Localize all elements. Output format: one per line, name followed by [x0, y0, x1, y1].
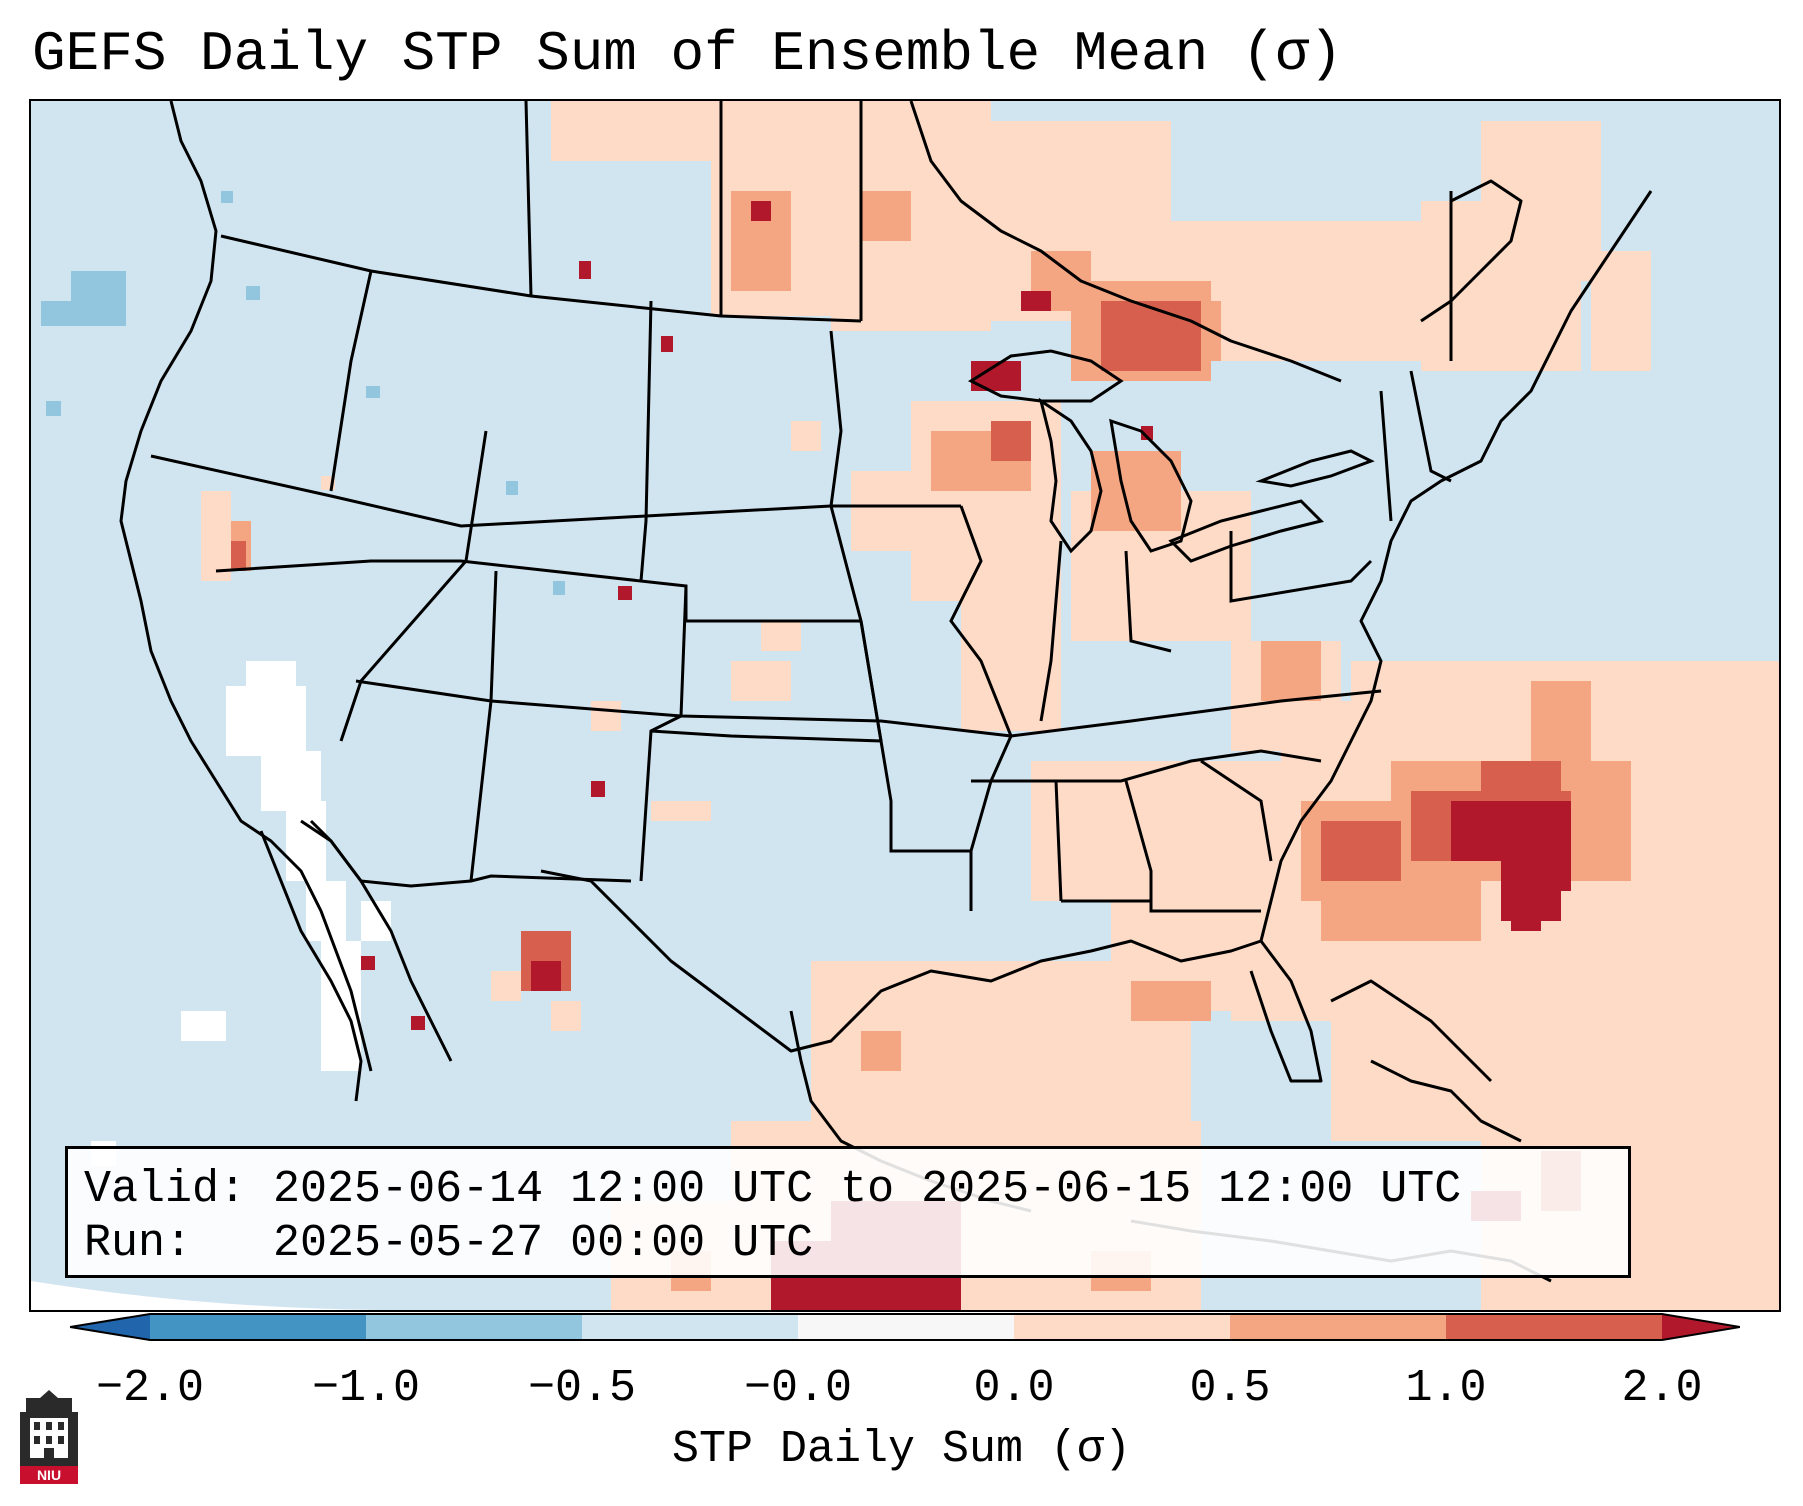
colorbar-tick-1: −2.0	[95, 1363, 205, 1414]
colorbar-tick-4: −0.0	[743, 1363, 853, 1414]
valid-value: 2025-06-14 12:00 UTC to 2025-06-15 12:00…	[273, 1164, 1462, 1215]
run-value: 2025-05-27 00:00 UTC	[273, 1218, 814, 1269]
chart-title: GEFS Daily STP Sum of Ensemble Mean (σ)	[32, 22, 1343, 86]
colorbar	[69, 1310, 1741, 1344]
colorbar-seg-6	[1230, 1314, 1446, 1340]
colorbar-tick-3: −0.5	[527, 1363, 637, 1414]
colorbar-arrow-low	[70, 1314, 150, 1340]
colorbar-tick-5: 0.0	[973, 1363, 1055, 1414]
colorbar-seg-2	[366, 1314, 582, 1340]
valid-label: Valid:	[84, 1164, 247, 1215]
niu-seal-icon: NIU	[18, 1388, 80, 1486]
colorbar-seg-4	[798, 1314, 1014, 1340]
colorbar-tick-8: 2.0	[1621, 1363, 1703, 1414]
logo-svg: NIU	[20, 1390, 78, 1484]
slightly-below-cells	[41, 191, 565, 595]
colorbar-seg-3	[582, 1314, 798, 1340]
colorbar-tick-2: −1.0	[311, 1363, 421, 1414]
great-lakes	[967, 349, 1375, 563]
stp-map	[31, 101, 1779, 1310]
run-label: Run:	[84, 1218, 193, 1269]
colorbar-label: STP Daily Sum (σ)	[671, 1424, 1132, 1475]
logo-text: NIU	[37, 1467, 61, 1483]
colorbar-seg-5	[1014, 1314, 1230, 1340]
colorbar-tick-6: 0.5	[1189, 1363, 1271, 1414]
colorbar-svg	[69, 1313, 1741, 1341]
state-borders	[150, 101, 1453, 913]
colorbar-arrow-high	[1662, 1314, 1740, 1340]
info-box: Valid: 2025-06-14 12:00 UTC to 2025-06-1…	[65, 1146, 1631, 1278]
colorbar-tick-7: 1.0	[1405, 1363, 1487, 1414]
colorbar-seg-7	[1446, 1314, 1662, 1340]
colorbar-seg-1	[150, 1314, 366, 1340]
coastlines	[119, 101, 1653, 1283]
map-panel	[29, 99, 1781, 1312]
